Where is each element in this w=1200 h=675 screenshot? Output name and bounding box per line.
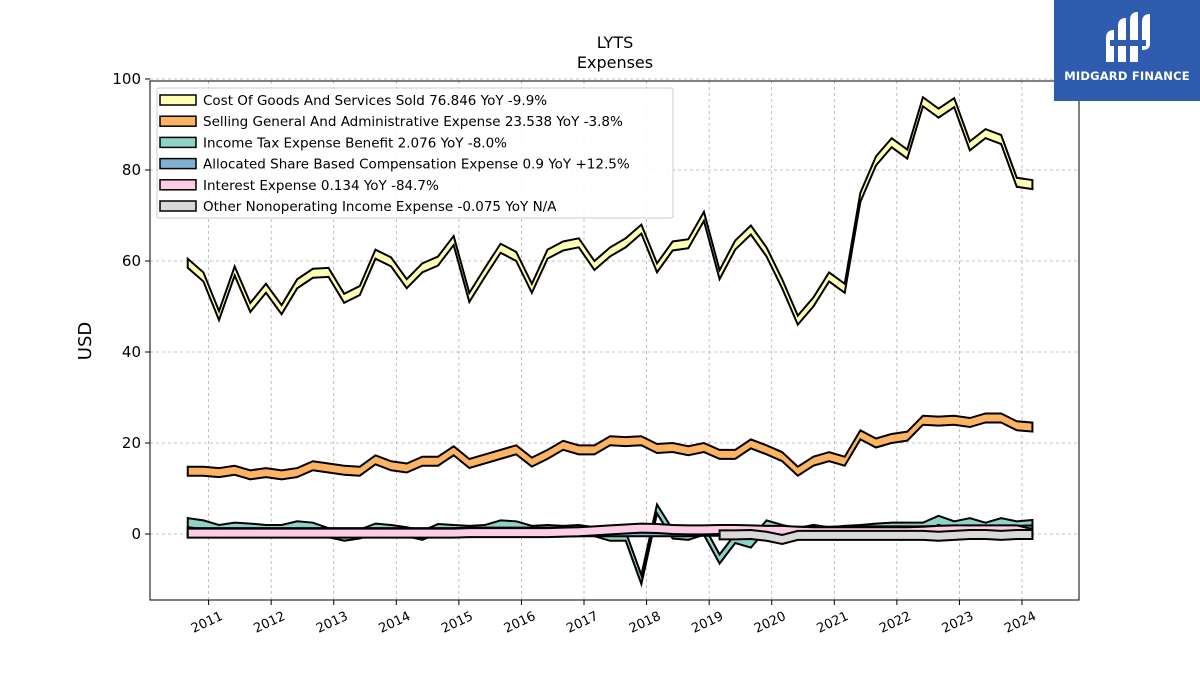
series-band-1 [186,412,1034,481]
x-tick-label: 2016 [502,609,538,637]
legend-entry: Selling General And Administrative Expen… [203,114,623,130]
legend-swatch [159,179,197,191]
x-tick-label: 2022 [877,609,913,637]
y-tick-label: 100 [112,70,141,88]
logo-mark-icon [1106,12,1150,62]
legend-swatch [159,200,197,212]
x-tick-label: 2012 [252,609,288,637]
series-layer [186,95,1034,588]
midgard-finance-logo: MIDGARD FINANCE [1054,0,1200,101]
chart-subtitle: Expenses [577,53,653,72]
legend-swatch [159,157,197,170]
legend-entry: Cost Of Goods And Services Sold 76.846 Y… [203,93,547,109]
x-tick-label: 2014 [377,609,413,637]
x-tick-label: 2015 [439,609,475,637]
x-tick-label: 2017 [564,609,600,637]
legend-entry: Other Nonoperating Income Expense -0.075… [203,199,557,215]
x-tick-label: 2020 [752,609,788,637]
legend-box [156,87,674,219]
logo-text: MIDGARD FINANCE [1064,69,1190,83]
x-tick-label: 2011 [189,609,225,637]
series-band-0 [186,95,1034,327]
series-band-5 [718,528,1034,545]
x-tick-label: 2018 [627,609,663,637]
y-axis-label: USD [75,322,96,360]
x-tick-label: 2021 [815,609,851,637]
y-tick-label: 80 [122,161,141,179]
legend-swatch [159,94,197,106]
x-tick-label: 2013 [314,609,350,637]
legend-entry: Income Tax Expense Benefit 2.076 YoY -8.… [203,135,507,151]
legend-swatch [159,136,197,149]
plot-frame [149,80,1080,601]
y-tick-label: 60 [122,252,141,270]
legend-entry: Interest Expense 0.134 YoY -84.7% [203,178,439,194]
chart-title: LYTS [597,33,634,52]
series-band-2 [186,501,1034,588]
x-tick-label: 2024 [1002,609,1038,637]
legend-swatch [159,115,197,127]
legend: Cost Of Goods And Services Sold 76.846 Y… [156,87,674,219]
legend-entry: Allocated Share Based Compensation Expen… [203,157,630,173]
x-tick-label: 2023 [940,609,976,637]
y-tick-label: 40 [122,343,141,361]
x-tick-label: 2019 [690,609,726,637]
y-tick-label: 0 [131,525,141,543]
y-tick-label: 20 [122,434,141,452]
